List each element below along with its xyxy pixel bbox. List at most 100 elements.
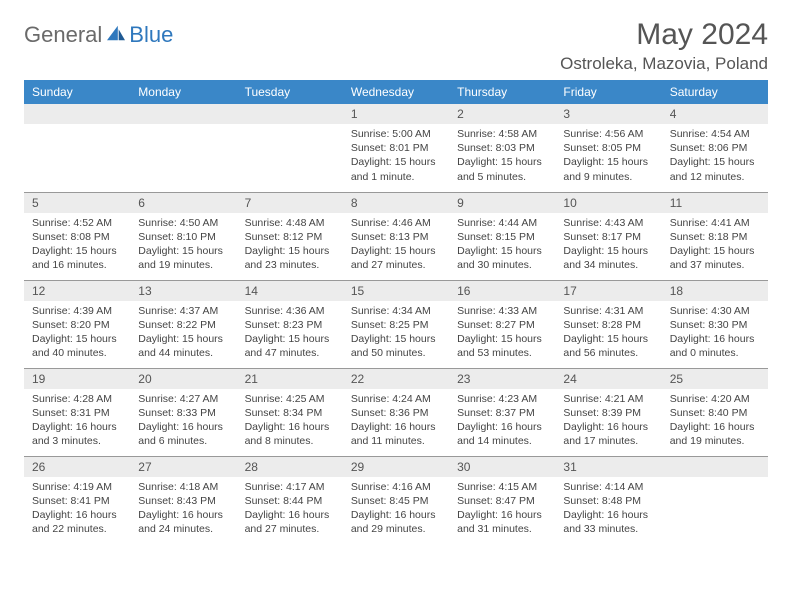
calendar-week-row: 1Sunrise: 5:00 AMSunset: 8:01 PMDaylight… xyxy=(24,104,768,192)
month-title: May 2024 xyxy=(560,18,768,52)
calendar-day-cell: 22Sunrise: 4:24 AMSunset: 8:36 PMDayligh… xyxy=(343,368,449,456)
weekday-header: Friday xyxy=(555,80,661,104)
day-details: Sunrise: 4:24 AMSunset: 8:36 PMDaylight:… xyxy=(343,389,449,454)
calendar-day-cell xyxy=(24,104,130,192)
day-details: Sunrise: 4:44 AMSunset: 8:15 PMDaylight:… xyxy=(449,213,555,278)
day-details: Sunrise: 4:43 AMSunset: 8:17 PMDaylight:… xyxy=(555,213,661,278)
weekday-header: Thursday xyxy=(449,80,555,104)
day-number: 15 xyxy=(343,281,449,301)
calendar-day-cell: 28Sunrise: 4:17 AMSunset: 8:44 PMDayligh… xyxy=(237,456,343,544)
day-number: 10 xyxy=(555,193,661,213)
calendar-day-cell: 23Sunrise: 4:23 AMSunset: 8:37 PMDayligh… xyxy=(449,368,555,456)
day-number: 29 xyxy=(343,457,449,477)
day-number: 1 xyxy=(343,104,449,124)
calendar-day-cell: 14Sunrise: 4:36 AMSunset: 8:23 PMDayligh… xyxy=(237,280,343,368)
day-number: 11 xyxy=(662,193,768,213)
calendar-day-cell: 20Sunrise: 4:27 AMSunset: 8:33 PMDayligh… xyxy=(130,368,236,456)
day-number: 5 xyxy=(24,193,130,213)
calendar-table: Sunday Monday Tuesday Wednesday Thursday… xyxy=(24,80,768,544)
day-number: 14 xyxy=(237,281,343,301)
calendar-day-cell: 19Sunrise: 4:28 AMSunset: 8:31 PMDayligh… xyxy=(24,368,130,456)
brand-text-2: Blue xyxy=(129,22,173,48)
day-details: Sunrise: 4:41 AMSunset: 8:18 PMDaylight:… xyxy=(662,213,768,278)
calendar-week-row: 12Sunrise: 4:39 AMSunset: 8:20 PMDayligh… xyxy=(24,280,768,368)
brand-logo: General Blue xyxy=(24,18,173,48)
day-number: 27 xyxy=(130,457,236,477)
day-details: Sunrise: 4:15 AMSunset: 8:47 PMDaylight:… xyxy=(449,477,555,542)
day-details: Sunrise: 4:27 AMSunset: 8:33 PMDaylight:… xyxy=(130,389,236,454)
day-details: Sunrise: 4:19 AMSunset: 8:41 PMDaylight:… xyxy=(24,477,130,542)
location-text: Ostroleka, Mazovia, Poland xyxy=(560,54,768,74)
calendar-day-cell: 11Sunrise: 4:41 AMSunset: 8:18 PMDayligh… xyxy=(662,192,768,280)
day-number: 9 xyxy=(449,193,555,213)
day-details: Sunrise: 4:21 AMSunset: 8:39 PMDaylight:… xyxy=(555,389,661,454)
day-details: Sunrise: 4:54 AMSunset: 8:06 PMDaylight:… xyxy=(662,124,768,189)
day-number: 22 xyxy=(343,369,449,389)
calendar-day-cell: 29Sunrise: 4:16 AMSunset: 8:45 PMDayligh… xyxy=(343,456,449,544)
day-details: Sunrise: 4:31 AMSunset: 8:28 PMDaylight:… xyxy=(555,301,661,366)
calendar-day-cell: 24Sunrise: 4:21 AMSunset: 8:39 PMDayligh… xyxy=(555,368,661,456)
weekday-header: Monday xyxy=(130,80,236,104)
calendar-week-row: 5Sunrise: 4:52 AMSunset: 8:08 PMDaylight… xyxy=(24,192,768,280)
day-details: Sunrise: 4:56 AMSunset: 8:05 PMDaylight:… xyxy=(555,124,661,189)
day-details: Sunrise: 4:17 AMSunset: 8:44 PMDaylight:… xyxy=(237,477,343,542)
day-number: 23 xyxy=(449,369,555,389)
calendar-day-cell: 12Sunrise: 4:39 AMSunset: 8:20 PMDayligh… xyxy=(24,280,130,368)
day-details: Sunrise: 4:16 AMSunset: 8:45 PMDaylight:… xyxy=(343,477,449,542)
title-block: May 2024 Ostroleka, Mazovia, Poland xyxy=(560,18,768,74)
day-details: Sunrise: 5:00 AMSunset: 8:01 PMDaylight:… xyxy=(343,124,449,189)
day-number: 20 xyxy=(130,369,236,389)
header: General Blue May 2024 Ostroleka, Mazovia… xyxy=(24,18,768,74)
day-details: Sunrise: 4:46 AMSunset: 8:13 PMDaylight:… xyxy=(343,213,449,278)
day-number: 17 xyxy=(555,281,661,301)
calendar-day-cell: 8Sunrise: 4:46 AMSunset: 8:13 PMDaylight… xyxy=(343,192,449,280)
calendar-week-row: 26Sunrise: 4:19 AMSunset: 8:41 PMDayligh… xyxy=(24,456,768,544)
day-number: 3 xyxy=(555,104,661,124)
calendar-day-cell: 26Sunrise: 4:19 AMSunset: 8:41 PMDayligh… xyxy=(24,456,130,544)
calendar-day-cell: 4Sunrise: 4:54 AMSunset: 8:06 PMDaylight… xyxy=(662,104,768,192)
day-number: 25 xyxy=(662,369,768,389)
day-number: 18 xyxy=(662,281,768,301)
calendar-day-cell: 10Sunrise: 4:43 AMSunset: 8:17 PMDayligh… xyxy=(555,192,661,280)
day-details: Sunrise: 4:30 AMSunset: 8:30 PMDaylight:… xyxy=(662,301,768,366)
day-details: Sunrise: 4:34 AMSunset: 8:25 PMDaylight:… xyxy=(343,301,449,366)
calendar-page: General Blue May 2024 Ostroleka, Mazovia… xyxy=(0,0,792,556)
calendar-day-cell: 15Sunrise: 4:34 AMSunset: 8:25 PMDayligh… xyxy=(343,280,449,368)
calendar-day-cell: 31Sunrise: 4:14 AMSunset: 8:48 PMDayligh… xyxy=(555,456,661,544)
day-details: Sunrise: 4:28 AMSunset: 8:31 PMDaylight:… xyxy=(24,389,130,454)
calendar-day-cell xyxy=(130,104,236,192)
day-details: Sunrise: 4:39 AMSunset: 8:20 PMDaylight:… xyxy=(24,301,130,366)
calendar-week-row: 19Sunrise: 4:28 AMSunset: 8:31 PMDayligh… xyxy=(24,368,768,456)
day-number: 6 xyxy=(130,193,236,213)
calendar-day-cell: 2Sunrise: 4:58 AMSunset: 8:03 PMDaylight… xyxy=(449,104,555,192)
day-number: 26 xyxy=(24,457,130,477)
day-number: 12 xyxy=(24,281,130,301)
weekday-header: Tuesday xyxy=(237,80,343,104)
day-number: 4 xyxy=(662,104,768,124)
day-number: 16 xyxy=(449,281,555,301)
calendar-day-cell xyxy=(237,104,343,192)
calendar-day-cell: 21Sunrise: 4:25 AMSunset: 8:34 PMDayligh… xyxy=(237,368,343,456)
day-details: Sunrise: 4:50 AMSunset: 8:10 PMDaylight:… xyxy=(130,213,236,278)
day-number: 7 xyxy=(237,193,343,213)
day-details: Sunrise: 4:48 AMSunset: 8:12 PMDaylight:… xyxy=(237,213,343,278)
day-number: 19 xyxy=(24,369,130,389)
day-details: Sunrise: 4:33 AMSunset: 8:27 PMDaylight:… xyxy=(449,301,555,366)
day-number: 13 xyxy=(130,281,236,301)
day-details: Sunrise: 4:37 AMSunset: 8:22 PMDaylight:… xyxy=(130,301,236,366)
day-details: Sunrise: 4:14 AMSunset: 8:48 PMDaylight:… xyxy=(555,477,661,542)
weekday-header-row: Sunday Monday Tuesday Wednesday Thursday… xyxy=(24,80,768,104)
day-number: 21 xyxy=(237,369,343,389)
day-number: 28 xyxy=(237,457,343,477)
day-number-empty xyxy=(24,104,130,124)
day-details: Sunrise: 4:18 AMSunset: 8:43 PMDaylight:… xyxy=(130,477,236,542)
calendar-body: 1Sunrise: 5:00 AMSunset: 8:01 PMDaylight… xyxy=(24,104,768,544)
calendar-day-cell: 16Sunrise: 4:33 AMSunset: 8:27 PMDayligh… xyxy=(449,280,555,368)
calendar-day-cell: 17Sunrise: 4:31 AMSunset: 8:28 PMDayligh… xyxy=(555,280,661,368)
day-number: 8 xyxy=(343,193,449,213)
calendar-day-cell: 5Sunrise: 4:52 AMSunset: 8:08 PMDaylight… xyxy=(24,192,130,280)
calendar-day-cell: 9Sunrise: 4:44 AMSunset: 8:15 PMDaylight… xyxy=(449,192,555,280)
day-details: Sunrise: 4:58 AMSunset: 8:03 PMDaylight:… xyxy=(449,124,555,189)
day-number: 31 xyxy=(555,457,661,477)
calendar-day-cell: 18Sunrise: 4:30 AMSunset: 8:30 PMDayligh… xyxy=(662,280,768,368)
